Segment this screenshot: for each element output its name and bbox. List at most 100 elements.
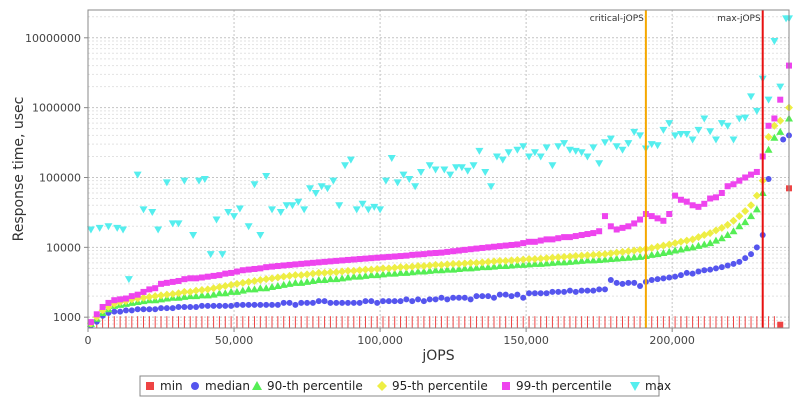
data-point xyxy=(596,286,603,293)
vertical-markers: critical-jOPS max-jOPS xyxy=(590,10,764,328)
data-point xyxy=(344,299,351,306)
data-point xyxy=(548,162,557,170)
data-point xyxy=(329,177,338,185)
data-point xyxy=(770,37,779,45)
data-point xyxy=(549,288,556,295)
data-point xyxy=(397,253,404,260)
data-point xyxy=(228,302,235,309)
data-point xyxy=(384,269,393,277)
data-point xyxy=(618,146,627,154)
data-point xyxy=(520,240,527,247)
data-point xyxy=(711,236,720,244)
data-point xyxy=(350,299,357,306)
data-point xyxy=(440,166,449,174)
legend-label: median xyxy=(205,379,250,393)
data-point xyxy=(519,260,528,268)
data-point xyxy=(192,286,201,295)
data-point xyxy=(104,223,113,231)
data-point xyxy=(618,254,627,262)
data-point xyxy=(309,299,316,306)
data-point xyxy=(218,251,227,259)
data-point xyxy=(320,268,329,277)
data-point xyxy=(180,287,189,296)
data-point xyxy=(198,274,205,281)
data-point xyxy=(467,296,474,303)
data-point xyxy=(672,273,679,280)
data-point xyxy=(555,235,562,242)
data-point xyxy=(181,303,188,310)
data-point xyxy=(438,294,445,301)
data-point xyxy=(298,260,305,267)
data-point xyxy=(452,164,461,172)
data-point xyxy=(624,247,633,256)
data-point xyxy=(600,139,609,147)
data-point xyxy=(286,299,293,306)
data-point xyxy=(105,299,112,306)
x-tick-label: 150,000 xyxy=(503,334,549,347)
data-point xyxy=(571,147,580,155)
data-point xyxy=(764,132,773,141)
data-point xyxy=(390,269,399,277)
data-point xyxy=(221,289,230,297)
data-point xyxy=(152,285,159,292)
data-point xyxy=(373,264,382,273)
data-point xyxy=(701,267,708,274)
data-point xyxy=(256,276,265,285)
data-point xyxy=(501,262,510,270)
data-point xyxy=(432,296,439,303)
data-point xyxy=(647,243,656,252)
data-point xyxy=(537,290,544,297)
data-point xyxy=(457,164,466,172)
data-point xyxy=(631,220,638,227)
data-point xyxy=(560,258,569,266)
data-point xyxy=(542,259,551,267)
data-point xyxy=(233,301,240,308)
data-point xyxy=(531,290,538,297)
data-point xyxy=(298,299,305,306)
data-point xyxy=(411,183,420,191)
data-point xyxy=(508,293,515,300)
data-point xyxy=(676,130,685,138)
data-point xyxy=(747,201,756,210)
data-point xyxy=(317,183,326,191)
data-point xyxy=(124,276,133,284)
data-point xyxy=(262,284,271,292)
data-point xyxy=(701,200,708,207)
data-point xyxy=(765,176,772,183)
data-point xyxy=(612,143,621,151)
data-point xyxy=(216,302,223,309)
plot-border xyxy=(87,9,790,329)
data-point xyxy=(735,115,744,123)
legend-marker xyxy=(630,382,640,391)
data-point xyxy=(222,302,229,309)
data-point xyxy=(245,266,252,273)
data-point xyxy=(724,183,731,190)
data-point xyxy=(571,257,580,265)
x-tick-label: 0 xyxy=(85,334,92,347)
data-point xyxy=(742,255,749,262)
data-point xyxy=(531,238,538,245)
data-point xyxy=(536,153,545,161)
data-point xyxy=(339,299,346,306)
series-90-th-percentile xyxy=(86,114,793,327)
data-point xyxy=(332,275,341,283)
data-point xyxy=(387,155,396,163)
data-point xyxy=(490,243,497,250)
data-point xyxy=(380,254,387,261)
data-point xyxy=(577,149,586,157)
legend-marker xyxy=(502,382,510,390)
data-point xyxy=(487,183,496,191)
data-point xyxy=(764,96,773,104)
data-point xyxy=(321,298,328,305)
legend-marker xyxy=(377,381,387,391)
data-point xyxy=(145,292,154,301)
data-point xyxy=(431,266,440,274)
data-point xyxy=(748,251,755,258)
y-axis-title: Response time, usec xyxy=(11,97,27,242)
data-point xyxy=(169,278,176,285)
data-point xyxy=(221,281,230,290)
data-point xyxy=(706,239,715,247)
data-point xyxy=(777,321,784,328)
data-point xyxy=(507,256,516,265)
data-point xyxy=(437,260,446,269)
